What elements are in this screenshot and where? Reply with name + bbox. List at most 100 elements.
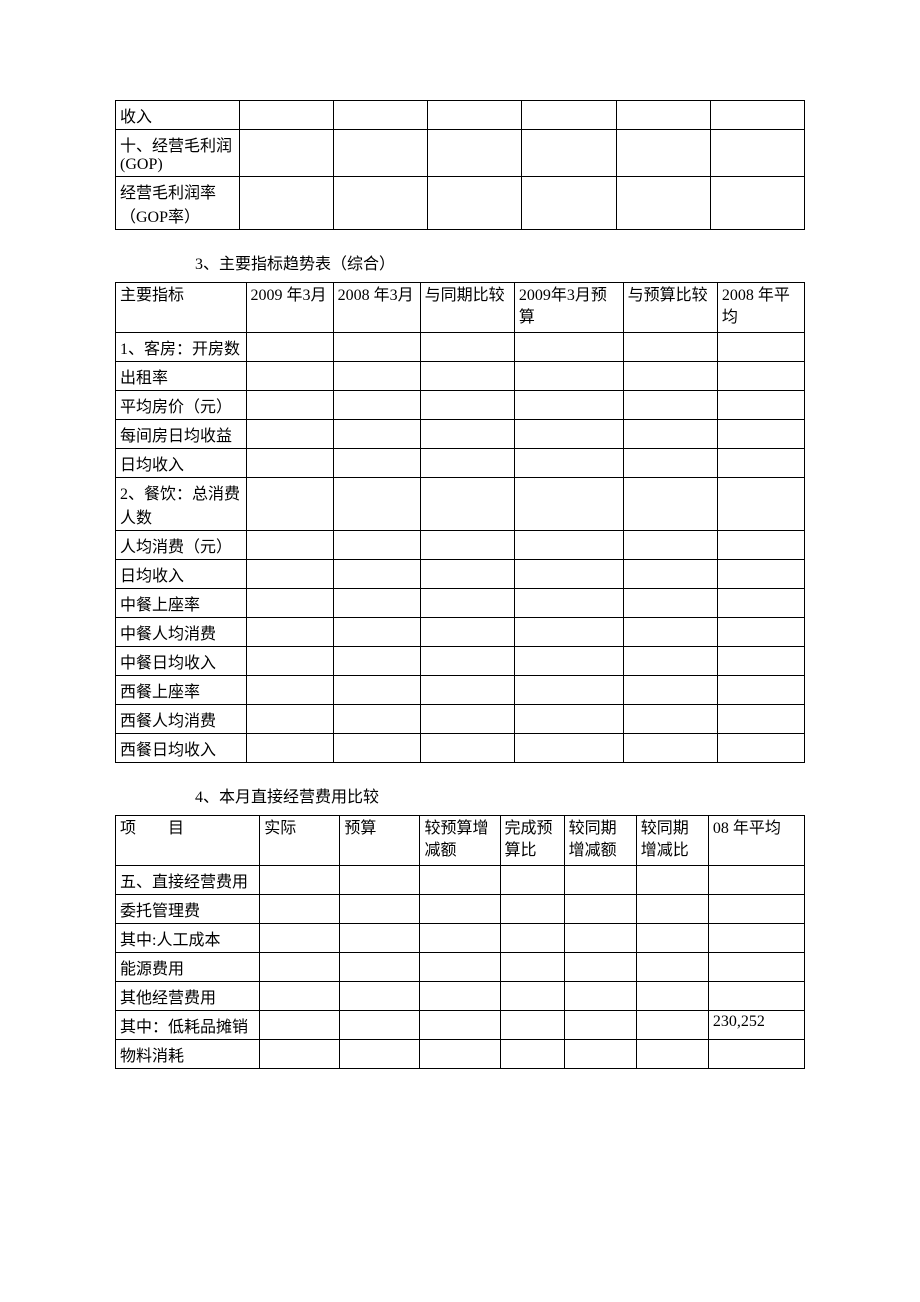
table2-cell xyxy=(420,419,514,448)
table2-cell xyxy=(246,448,333,477)
table2-cell xyxy=(333,588,420,617)
table2-row-label: 日均收入 xyxy=(116,448,247,477)
table3-cell xyxy=(500,1039,564,1068)
table3-cell xyxy=(260,981,340,1010)
table2-cell xyxy=(623,530,717,559)
table2-header: 2009年3月预算 xyxy=(514,283,623,333)
table2-cell xyxy=(514,559,623,588)
table1-cell xyxy=(428,101,522,130)
table2-header: 2008 年3月 xyxy=(333,283,420,333)
table2-cell xyxy=(420,448,514,477)
table3-cell xyxy=(564,894,636,923)
table2-cell xyxy=(623,675,717,704)
table3-cell xyxy=(708,894,804,923)
table3-cell xyxy=(260,865,340,894)
table3-cell: 230,252 xyxy=(708,1010,804,1039)
table2-cell xyxy=(717,704,804,733)
table3-header: 08 年平均 xyxy=(708,815,804,865)
table2-cell xyxy=(623,559,717,588)
table3-cell xyxy=(340,981,420,1010)
table2-cell xyxy=(420,675,514,704)
table2-cell xyxy=(514,530,623,559)
table2-cell xyxy=(717,332,804,361)
table2-cell xyxy=(333,646,420,675)
table2-cell xyxy=(246,390,333,419)
table2-cell xyxy=(333,332,420,361)
table3-row-label: 能源费用 xyxy=(116,952,260,981)
table2-cell xyxy=(333,448,420,477)
table2-cell xyxy=(717,390,804,419)
table3-header: 完成预算比 xyxy=(500,815,564,865)
table2-cell xyxy=(717,419,804,448)
table2-cell xyxy=(717,477,804,530)
table3-cell xyxy=(636,952,708,981)
section3-heading: 3、主要指标趋势表（综合） xyxy=(195,250,805,274)
table2-cell xyxy=(717,733,804,762)
table3-cell xyxy=(500,981,564,1010)
table2-header: 2009 年3月 xyxy=(246,283,333,333)
table1-cell xyxy=(428,130,522,177)
table2-row-label: 中餐人均消费 xyxy=(116,617,247,646)
table3-header: 预算 xyxy=(340,815,420,865)
table2-cell xyxy=(246,704,333,733)
table3-cell xyxy=(500,1010,564,1039)
table3-cell xyxy=(340,865,420,894)
section4-heading: 4、本月直接经营费用比较 xyxy=(195,783,805,807)
table1-cell xyxy=(710,130,804,177)
table2-cell xyxy=(246,419,333,448)
table1-cell xyxy=(616,101,710,130)
table2-cell xyxy=(623,588,717,617)
table2-cell xyxy=(420,390,514,419)
table2-cell xyxy=(246,530,333,559)
table2-cell xyxy=(333,704,420,733)
table2-cell xyxy=(514,646,623,675)
table-operating-expenses: 项 目实际预算较预算增减额完成预算比较同期增减额较同期增减比08 年平均五、直接… xyxy=(115,815,805,1069)
table3-header: 较预算增减额 xyxy=(420,815,500,865)
table3-cell xyxy=(708,923,804,952)
table3-cell xyxy=(564,1010,636,1039)
table1-cell xyxy=(240,177,334,230)
table2-row-label: 出租率 xyxy=(116,361,247,390)
table1-cell xyxy=(240,130,334,177)
table2-cell xyxy=(420,477,514,530)
table3-cell xyxy=(564,923,636,952)
table3-cell xyxy=(260,1039,340,1068)
table2-row-label: 西餐日均收入 xyxy=(116,733,247,762)
table2-cell xyxy=(623,419,717,448)
table3-cell xyxy=(636,894,708,923)
table2-cell xyxy=(514,704,623,733)
table1-cell xyxy=(522,177,616,230)
table2-header: 主要指标 xyxy=(116,283,247,333)
table2-cell xyxy=(333,419,420,448)
table2-cell xyxy=(514,419,623,448)
table3-cell xyxy=(636,981,708,1010)
table2-header: 2008 年平均 xyxy=(717,283,804,333)
table3-cell xyxy=(260,894,340,923)
table1-cell xyxy=(334,101,428,130)
table2-cell xyxy=(717,588,804,617)
table3-cell xyxy=(500,865,564,894)
table3-row-label: 五、直接经营费用 xyxy=(116,865,260,894)
table1-row-label: 经营毛利润率（GOP率） xyxy=(116,177,240,230)
table2-cell xyxy=(420,588,514,617)
table2-cell xyxy=(246,646,333,675)
table2-cell xyxy=(333,675,420,704)
table1-cell xyxy=(616,177,710,230)
table2-row-label: 中餐日均收入 xyxy=(116,646,247,675)
table3-cell xyxy=(260,923,340,952)
table2-cell xyxy=(420,617,514,646)
table1-cell xyxy=(522,101,616,130)
table2-cell xyxy=(717,448,804,477)
table2-cell xyxy=(514,588,623,617)
table3-cell xyxy=(564,865,636,894)
table2-cell xyxy=(333,530,420,559)
table3-row-label: 委托管理费 xyxy=(116,894,260,923)
table2-cell xyxy=(246,332,333,361)
table1-cell xyxy=(710,101,804,130)
table3-cell xyxy=(500,952,564,981)
table2-cell xyxy=(420,530,514,559)
table2-cell xyxy=(623,332,717,361)
table2-cell xyxy=(514,390,623,419)
table2-cell xyxy=(333,390,420,419)
table1-cell xyxy=(522,130,616,177)
